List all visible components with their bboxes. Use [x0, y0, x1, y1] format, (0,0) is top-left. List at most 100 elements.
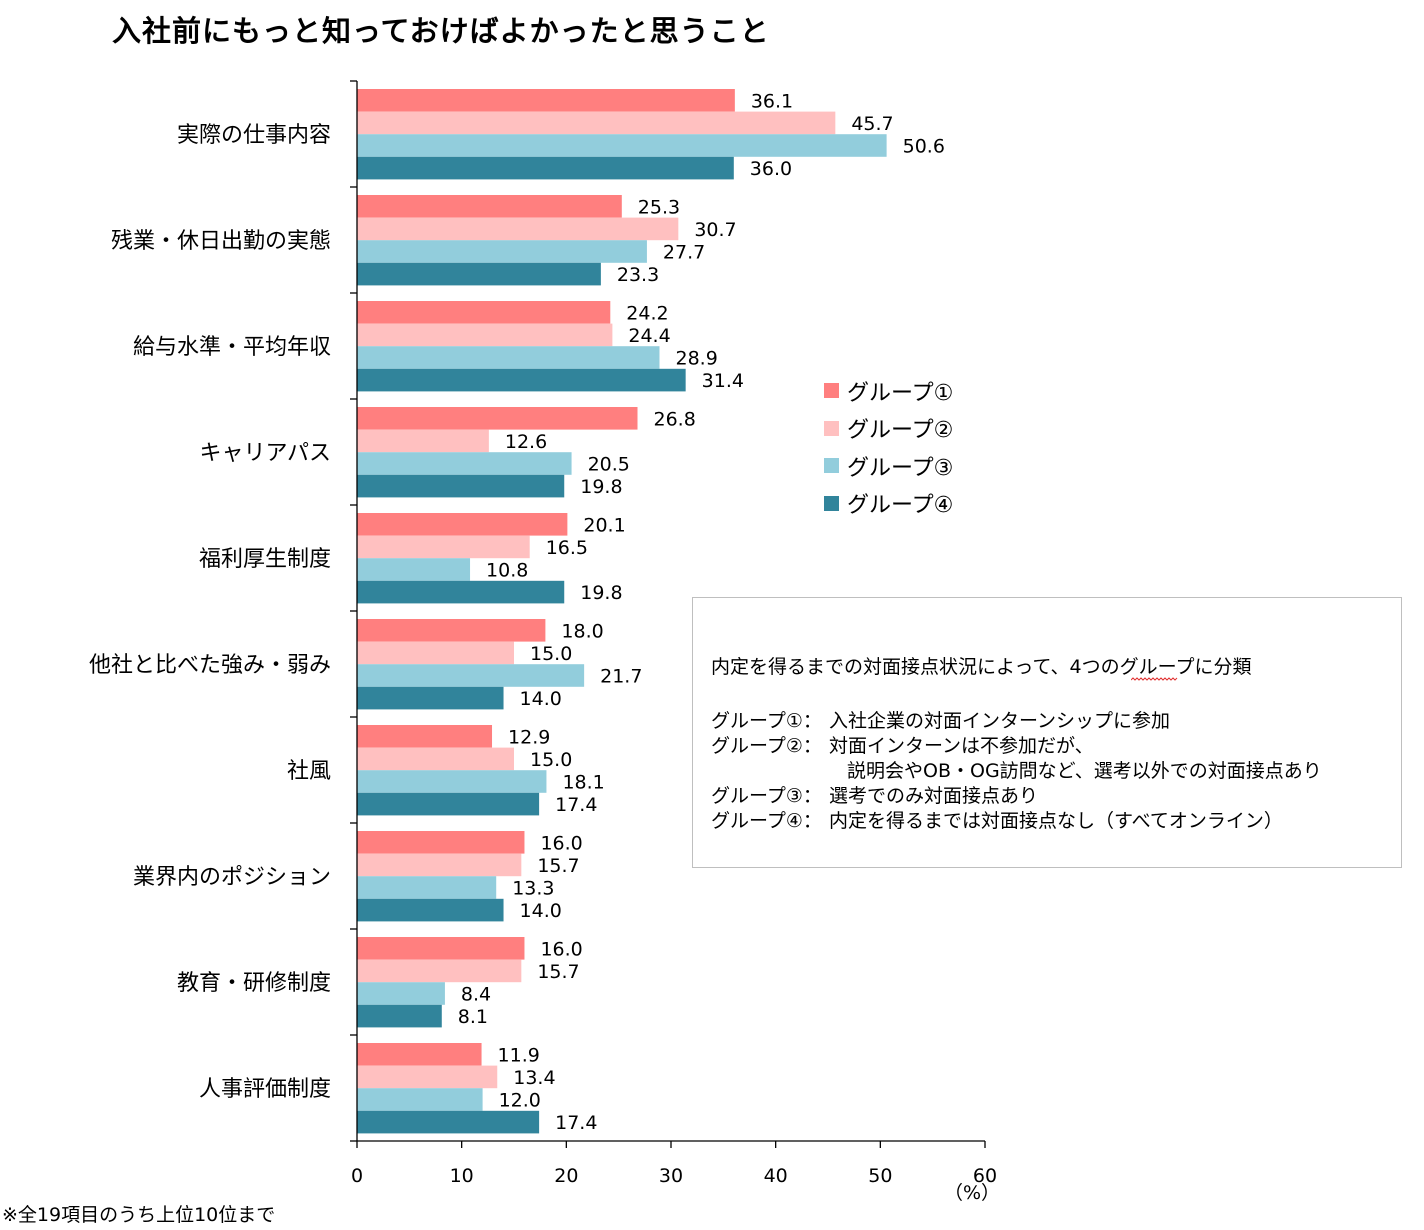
legend-item-group1: グループ① — [824, 372, 953, 410]
data-label: 15.0 — [530, 643, 572, 665]
data-label: 27.7 — [663, 242, 705, 264]
data-label: 16.0 — [540, 832, 582, 854]
legend-label-group4: グループ④ — [847, 493, 954, 519]
note-row-group2: グループ②： 対面インターンは不参加だが、 — [711, 731, 1094, 758]
bar-g4-8 — [357, 1004, 442, 1028]
legend-swatch-group4 — [824, 495, 839, 511]
data-label: 24.2 — [626, 302, 668, 324]
bar-g2-9 — [357, 1065, 498, 1089]
data-label: 14.0 — [520, 900, 562, 922]
bar-g1-4 — [357, 513, 568, 536]
note-row-group1: グループ①： 入社企業の対面インターンシップに参加 — [711, 706, 1170, 733]
x-tick-label: 40 — [764, 1165, 788, 1187]
bar-g1-6 — [357, 725, 493, 748]
legend-item-group2: グループ② — [824, 410, 953, 448]
bar-g2-5 — [357, 641, 514, 665]
data-label: 18.0 — [561, 620, 603, 642]
bar-g2-0 — [357, 111, 836, 135]
bar-g3-5 — [357, 664, 585, 687]
category-label: 教育・研修制度 — [177, 971, 331, 996]
data-label: 30.7 — [694, 219, 736, 241]
category-label: 人事評価制度 — [199, 1077, 331, 1102]
note-text: 内定を得るまでは対面接点なし（すべてオンライン） — [829, 810, 1283, 832]
bar-g3-1 — [357, 240, 647, 263]
legend-swatch-group2 — [824, 420, 839, 436]
note-heading-before: 内定を得るまでの対面接点状況によって、 — [711, 656, 1070, 678]
data-label: 24.4 — [628, 325, 670, 347]
data-label: 31.4 — [702, 370, 744, 392]
category-label: 社風 — [287, 759, 331, 784]
bar-g4-4 — [357, 580, 565, 604]
bar-g2-4 — [357, 535, 530, 559]
bar-g4-7 — [357, 898, 504, 922]
group-definition-box: 内定を得るまでの対面接点状況によって、4つのグループに分類 グループ①： 入社企業… — [692, 597, 1402, 868]
note-text: 対面インターンは不参加だが、 — [829, 735, 1094, 757]
data-label: 19.8 — [580, 476, 622, 498]
legend-label-group1: グループ① — [847, 380, 954, 406]
legend-label-group3: グループ③ — [847, 455, 954, 481]
data-label: 12.0 — [499, 1090, 541, 1112]
bar-g1-7 — [357, 831, 525, 854]
data-label: 25.3 — [638, 196, 680, 218]
bar-g3-3 — [357, 452, 572, 475]
category-label: 給与水準・平均年収 — [133, 335, 331, 360]
note-text: 説明会やOB・OG訪問など、選考以外での対面接点あり — [847, 760, 1322, 782]
bar-g1-2 — [357, 301, 611, 324]
data-label: 11.9 — [498, 1044, 540, 1066]
note-heading: 内定を得るまでの対面接点状況によって、4つのグループに分類 — [711, 652, 1252, 679]
note-heading-marked: 4つの — [1069, 656, 1120, 678]
bar-g2-2 — [357, 323, 613, 347]
bar-g1-0 — [357, 89, 735, 112]
category-label: 他社と比べた強み・弱み — [89, 653, 331, 678]
bar-g4-6 — [357, 792, 540, 816]
x-tick-label: 20 — [554, 1165, 578, 1187]
category-label: 残業・休日出勤の実態 — [111, 229, 331, 254]
bar-g3-7 — [357, 876, 497, 899]
bar-g1-9 — [357, 1043, 482, 1066]
data-label: 17.4 — [555, 794, 597, 816]
data-label: 13.4 — [513, 1067, 555, 1089]
note-label: グループ③： — [711, 785, 822, 807]
legend-item-group4: グループ④ — [824, 485, 953, 523]
note-label: グループ②： — [711, 735, 822, 757]
note-heading-after: グループに分類 — [1119, 656, 1252, 678]
category-label: 福利厚生制度 — [199, 547, 331, 572]
bar-g4-2 — [357, 368, 686, 392]
data-label: 12.6 — [505, 431, 547, 453]
x-tick-label: 60 — [973, 1165, 997, 1187]
category-label: 業界内のポジション — [133, 865, 331, 890]
x-tick-label: 0 — [351, 1165, 363, 1187]
category-label: キャリアパス — [199, 441, 331, 466]
data-label: 15.0 — [530, 749, 572, 771]
footnote: ※全19項目のうち上位10位まで — [2, 1204, 276, 1226]
bar-g4-9 — [357, 1110, 540, 1134]
note-label: グループ④： — [711, 810, 822, 832]
chart-title: 入社前にもっと知っておけばよかったと思うこと — [112, 14, 770, 48]
data-label: 8.4 — [461, 984, 491, 1006]
note-row-group2-cont: 説明会やOB・OG訪問など、選考以外での対面接点あり — [847, 756, 1322, 783]
bar-g4-1 — [357, 262, 601, 286]
legend-item-group3: グループ③ — [824, 447, 953, 485]
data-label: 18.1 — [562, 772, 604, 794]
data-label: 50.6 — [903, 136, 945, 158]
bar-g3-0 — [357, 134, 887, 157]
bar-g1-5 — [357, 619, 546, 642]
bar-g3-8 — [357, 982, 445, 1005]
data-label: 19.8 — [580, 582, 622, 604]
data-label: 12.9 — [508, 726, 550, 748]
note-row-group4: グループ④： 内定を得るまでは対面接点なし（すべてオンライン） — [711, 806, 1283, 833]
data-label: 16.0 — [540, 938, 582, 960]
bar-g2-1 — [357, 217, 679, 241]
data-label: 14.0 — [520, 688, 562, 710]
x-tick-label: 50 — [868, 1165, 892, 1187]
note-row-group3: グループ③： 選考でのみ対面接点あり — [711, 781, 1038, 808]
category-label: 実際の仕事内容 — [177, 123, 331, 148]
bar-g3-6 — [357, 770, 547, 793]
bar-g1-1 — [357, 195, 622, 218]
note-text: 選考でのみ対面接点あり — [829, 785, 1039, 807]
note-text: 入社企業の対面インターンシップに参加 — [829, 710, 1171, 732]
bar-g3-4 — [357, 558, 471, 581]
legend-swatch-group3 — [824, 458, 839, 474]
legend: グループ① グループ② グループ③ グループ④ — [824, 372, 953, 522]
